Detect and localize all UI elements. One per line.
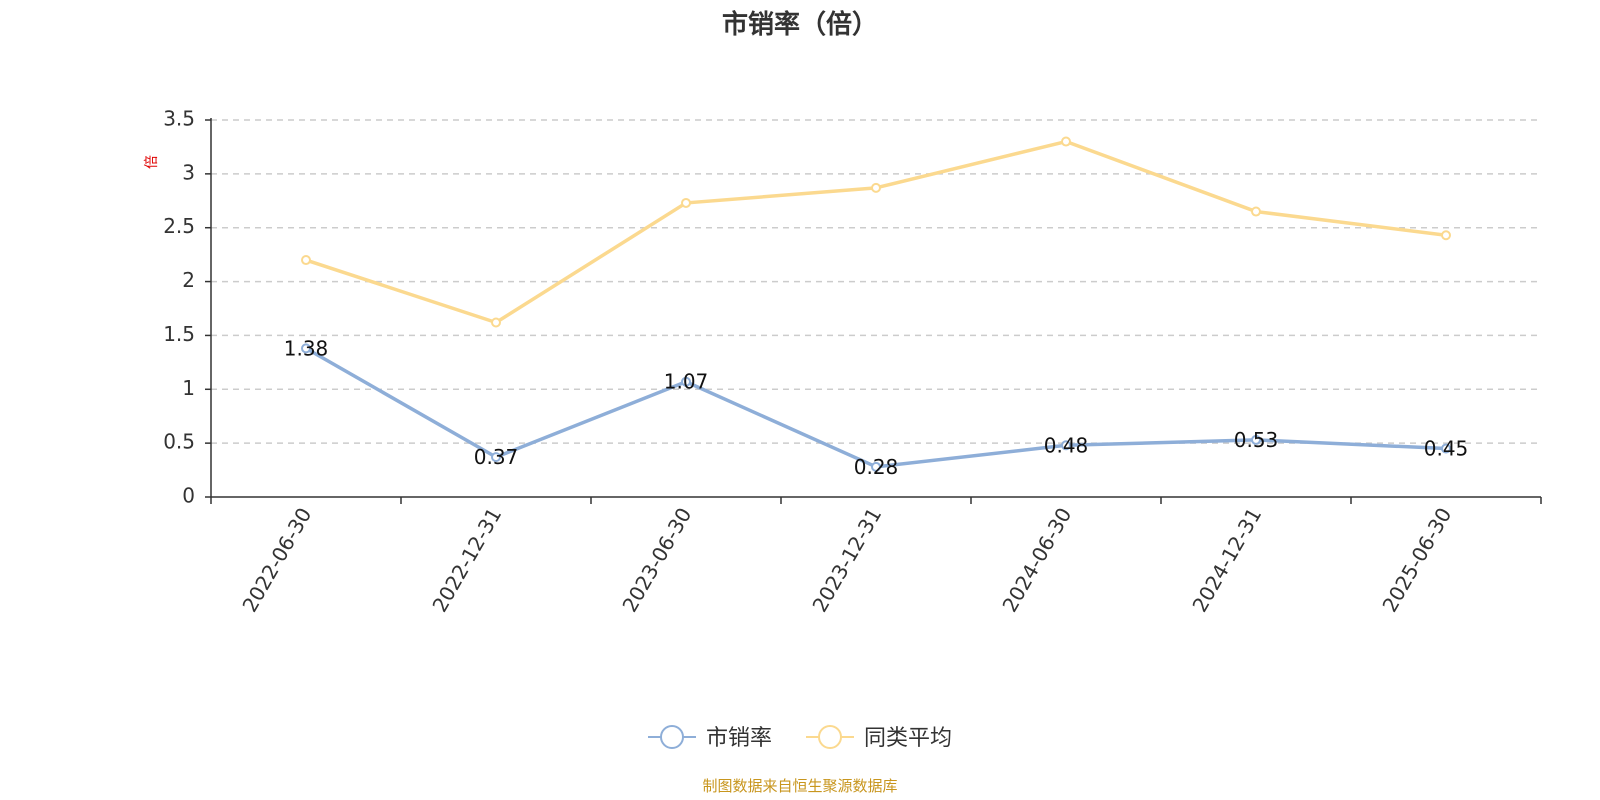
data-point-1 <box>1251 206 1261 217</box>
x-tick-label: 2024-12-31 <box>1187 504 1266 617</box>
legend-label: 同类平均 <box>864 726 952 751</box>
data-point-0 <box>1061 440 1071 451</box>
data-label: 0.48 <box>1044 433 1089 457</box>
y-tick-label: 0.5 <box>163 430 195 454</box>
y-tick-label: 3 <box>182 160 195 184</box>
data-point-0 <box>301 343 311 354</box>
gridlines <box>211 119 1541 444</box>
data-label: 1.38 <box>284 336 329 360</box>
chart-title: 市销率（倍） <box>722 9 878 40</box>
x-tick-label: 2023-12-31 <box>807 504 886 617</box>
data-label: 0.53 <box>1234 428 1279 452</box>
data-point-0 <box>871 461 881 472</box>
data-label: 1.07 <box>664 370 709 394</box>
y-axis-label: 倍 <box>144 155 160 169</box>
series-lines <box>301 136 1451 472</box>
x-tick-label: 2022-06-30 <box>237 504 316 617</box>
data-point-1 <box>491 317 501 328</box>
legend-item-1[interactable]: 同类平均 <box>806 725 952 751</box>
legend-marker <box>818 725 842 749</box>
data-label: 0.28 <box>854 455 899 479</box>
y-tick-label: 2.5 <box>163 214 195 238</box>
data-point-0 <box>491 452 501 463</box>
series-line-1 <box>305 139 1447 325</box>
y-tick-label: 1.5 <box>163 322 195 346</box>
data-point-1 <box>681 197 691 208</box>
y-tick-label: 2 <box>182 268 195 292</box>
data-point-0 <box>1251 434 1261 445</box>
x-tick-label: 2025-06-30 <box>1377 504 1456 617</box>
data-label: 0.45 <box>1424 437 1469 461</box>
data-point-1 <box>871 182 881 193</box>
x-tick-label: 2023-06-30 <box>617 504 696 617</box>
legend-marker <box>660 725 684 749</box>
data-point-1 <box>1061 136 1071 147</box>
data-point-1 <box>301 255 311 266</box>
source-note: 制图数据来自恒生聚源数据库 <box>702 777 897 795</box>
y-tick-label: 3.5 <box>163 107 195 131</box>
legend-label: 市销率 <box>706 726 772 751</box>
axes: 0 0.5 1 1.5 2 2.5 3 3.5 2022-06-30 2022-12-31 2023… <box>163 107 1542 617</box>
y-tick-label: 1 <box>182 376 195 400</box>
data-point-1 <box>1441 230 1451 241</box>
data-point-0 <box>681 376 691 387</box>
data-point-0 <box>1441 443 1451 454</box>
legend: 市销率 同类平均 <box>648 725 952 751</box>
data-label: 0.37 <box>474 445 519 469</box>
y-tick-label: 0 <box>182 484 195 508</box>
data-labels: 1.38 0.37 1.07 0.28 0.48 0.53 0.45 <box>284 336 1469 478</box>
x-tick-label: 2024-06-30 <box>997 504 1076 617</box>
legend-item-0[interactable]: 市销率 <box>648 725 772 751</box>
x-tick-label: 2022-12-31 <box>427 504 506 617</box>
